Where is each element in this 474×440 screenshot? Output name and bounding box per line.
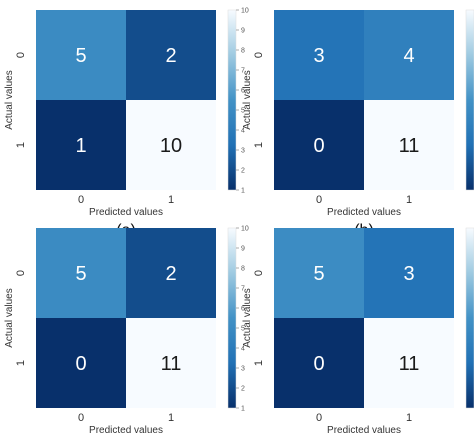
colorbar-tick-label: 10 bbox=[241, 8, 249, 15]
colorbar-tick-label: 3 bbox=[241, 148, 245, 155]
colorbar-tick-label: 6 bbox=[241, 88, 245, 95]
x-axis-label: Predicted values bbox=[327, 207, 401, 218]
colorbar-tick-label: 8 bbox=[241, 266, 245, 273]
cell-0-1 bbox=[126, 228, 216, 318]
cell-0-0 bbox=[36, 10, 126, 100]
colorbar bbox=[227, 9, 237, 191]
colorbar-tick-label: 9 bbox=[241, 246, 245, 253]
y-tick-label: 1 bbox=[15, 142, 27, 148]
colorbar-tick-label: 2 bbox=[241, 168, 245, 175]
cell-0-0 bbox=[36, 228, 126, 318]
y-axis-label: Actual values bbox=[4, 70, 15, 129]
colorbar-tick-label: 3 bbox=[241, 366, 245, 373]
x-axis-label: Predicted values bbox=[327, 425, 401, 436]
colorbar-tick-label: 1 bbox=[241, 406, 245, 413]
y-axis-label: Actual values bbox=[242, 70, 253, 129]
cell-value-0-0: 5 bbox=[75, 45, 86, 67]
cell-1-1 bbox=[126, 318, 216, 408]
y-tick-label: 1 bbox=[15, 360, 27, 366]
colorbar-tick-label: 4 bbox=[241, 128, 245, 135]
cell-0-1 bbox=[364, 228, 454, 318]
cell-1-1 bbox=[364, 100, 454, 190]
cell-value-0-1: 2 bbox=[165, 45, 176, 67]
y-tick-label: 0 bbox=[15, 270, 27, 276]
cell-value-0-1: 3 bbox=[403, 263, 414, 285]
cell-1-0 bbox=[274, 318, 364, 408]
y-axis-label: Actual values bbox=[242, 288, 253, 347]
cell-0-0 bbox=[274, 10, 364, 100]
cell-0-1 bbox=[126, 10, 216, 100]
colorbar bbox=[465, 227, 474, 409]
x-tick-label: 1 bbox=[406, 412, 412, 424]
y-tick-label: 1 bbox=[253, 142, 265, 148]
cell-0-0 bbox=[274, 228, 364, 318]
cell-value-1-1: 11 bbox=[399, 353, 420, 375]
colorbar-tick-label: 1 bbox=[241, 188, 245, 195]
colorbar-tick-label: 6 bbox=[241, 306, 245, 313]
cell-value-1-1: 11 bbox=[161, 353, 182, 375]
colorbar-tick-label: 5 bbox=[241, 108, 245, 115]
cell-value-1-0: 1 bbox=[75, 135, 86, 157]
cell-1-0 bbox=[274, 100, 364, 190]
colorbar-tick-label: 7 bbox=[241, 286, 245, 293]
cell-value-1-0: 0 bbox=[313, 353, 324, 375]
cell-value-1-1: 10 bbox=[160, 135, 182, 157]
x-tick-label: 0 bbox=[316, 194, 322, 206]
cell-1-0 bbox=[36, 318, 126, 408]
colorbar-tick-label: 4 bbox=[241, 346, 245, 353]
colorbar bbox=[465, 9, 474, 191]
cell-value-1-0: 0 bbox=[75, 353, 86, 375]
x-tick-label: 1 bbox=[406, 194, 412, 206]
colorbar-tick-label: 5 bbox=[241, 326, 245, 333]
x-tick-label: 0 bbox=[78, 412, 84, 424]
cell-value-0-0: 5 bbox=[75, 263, 86, 285]
cell-1-1 bbox=[126, 100, 216, 190]
cell-0-1 bbox=[364, 10, 454, 100]
cell-value-0-0: 3 bbox=[313, 45, 324, 67]
colorbar-tick-label: 7 bbox=[241, 68, 245, 75]
colorbar bbox=[227, 227, 237, 409]
cell-1-0 bbox=[36, 100, 126, 190]
colorbar-tick-label: 10 bbox=[241, 226, 249, 233]
x-axis-label: Predicted values bbox=[89, 425, 163, 436]
x-axis-label: Predicted values bbox=[89, 207, 163, 218]
cell-value-1-0: 0 bbox=[313, 135, 324, 157]
x-tick-label: 1 bbox=[168, 412, 174, 424]
y-tick-label: 1 bbox=[253, 360, 265, 366]
colorbar-tick-label: 9 bbox=[241, 28, 245, 35]
y-axis-label: Actual values bbox=[4, 288, 15, 347]
colorbar-tick-label: 2 bbox=[241, 386, 245, 393]
x-tick-label: 0 bbox=[78, 194, 84, 206]
cell-value-0-1: 2 bbox=[165, 263, 176, 285]
colorbar-tick-label: 8 bbox=[241, 48, 245, 55]
y-tick-label: 0 bbox=[253, 52, 265, 58]
cell-value-0-1: 4 bbox=[403, 45, 414, 67]
cell-value-0-0: 5 bbox=[313, 263, 324, 285]
y-tick-label: 0 bbox=[15, 52, 27, 58]
y-tick-label: 0 bbox=[253, 270, 265, 276]
cell-1-1 bbox=[364, 318, 454, 408]
x-tick-label: 0 bbox=[316, 412, 322, 424]
x-tick-label: 1 bbox=[168, 194, 174, 206]
cell-value-1-1: 11 bbox=[399, 135, 420, 157]
